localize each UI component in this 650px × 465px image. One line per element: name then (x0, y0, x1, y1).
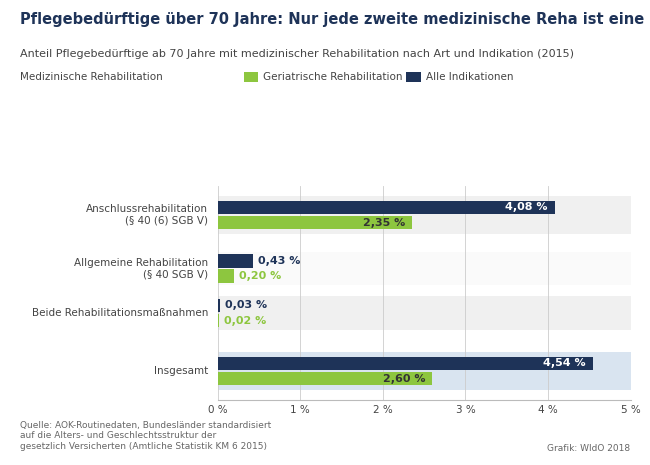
Text: Anteil Pflegebedürftige ab 70 Jahre mit medizinischer Rehabilitation nach Art un: Anteil Pflegebedürftige ab 70 Jahre mit … (20, 49, 573, 59)
Text: Pflegebedürftige über 70 Jahre: Nur jede zweite medizinische Reha ist eine geria: Pflegebedürftige über 70 Jahre: Nur jede… (20, 12, 650, 27)
Bar (218, 269, 234, 283)
Bar (218, 299, 220, 312)
Bar (218, 252, 630, 285)
Text: 0,43 %: 0,43 % (258, 256, 300, 266)
Bar (218, 372, 432, 385)
Text: 2,60 %: 2,60 % (384, 373, 426, 384)
Text: Anschlussrehabilitation
(§ 40 (6) SGB V): Anschlussrehabilitation (§ 40 (6) SGB V) (86, 204, 208, 226)
Bar (218, 254, 254, 267)
Bar (218, 352, 630, 390)
Text: Insgesamt: Insgesamt (154, 366, 208, 376)
Text: 4,54 %: 4,54 % (543, 359, 586, 368)
Text: 4,08 %: 4,08 % (506, 202, 548, 213)
Bar (218, 314, 220, 327)
Text: Alle Indikationen: Alle Indikationen (426, 72, 514, 82)
Bar (218, 296, 630, 330)
Text: Allgemeine Rehabilitation
(§ 40 SGB V): Allgemeine Rehabilitation (§ 40 SGB V) (74, 258, 208, 279)
Text: Quelle: AOK-Routinedaten, Bundesländer standardisiert
auf die Alters- und Geschl: Quelle: AOK-Routinedaten, Bundesländer s… (20, 421, 271, 451)
Text: 2,35 %: 2,35 % (363, 218, 405, 227)
Text: Beide Rehabilitationsmaßnahmen: Beide Rehabilitationsmaßnahmen (32, 308, 208, 318)
Bar (218, 357, 593, 370)
Bar (218, 196, 630, 234)
Bar (218, 201, 554, 214)
Bar (218, 216, 411, 229)
Text: 0,02 %: 0,02 % (224, 316, 266, 326)
Text: Grafik: WIdO 2018: Grafik: WIdO 2018 (547, 445, 630, 453)
Text: Medizinische Rehabilitation: Medizinische Rehabilitation (20, 72, 162, 82)
Text: Geriatrische Rehabilitation: Geriatrische Rehabilitation (263, 72, 403, 82)
Text: 0,20 %: 0,20 % (239, 271, 281, 281)
Text: 0,03 %: 0,03 % (225, 300, 267, 311)
